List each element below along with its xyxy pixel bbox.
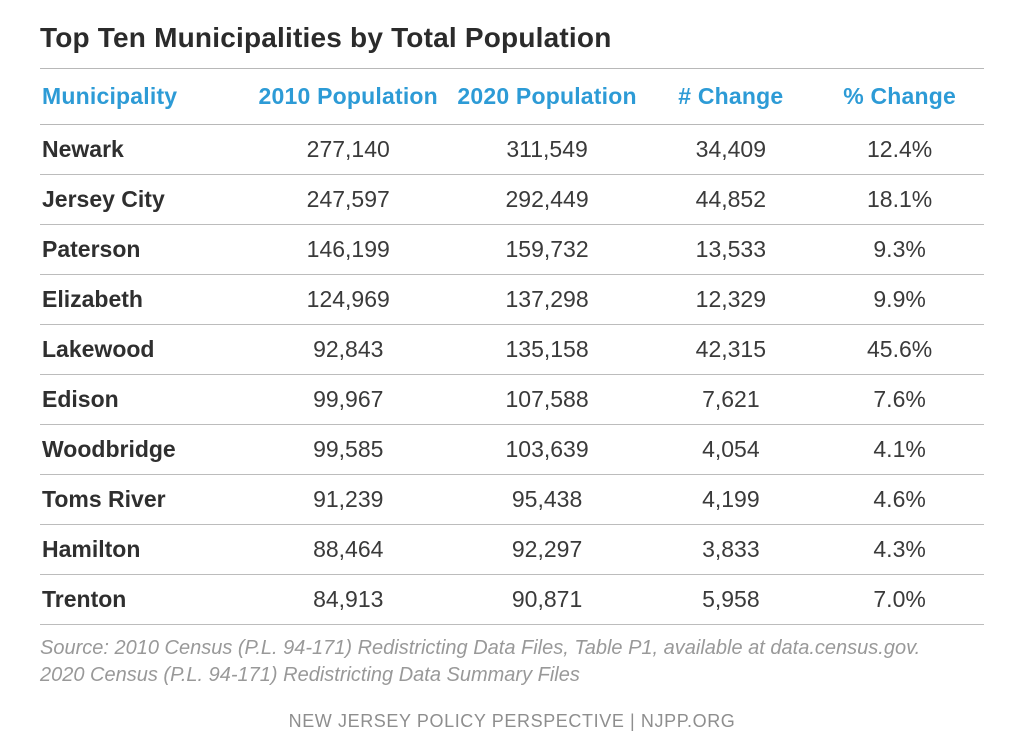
cell-name: Jersey City: [40, 175, 249, 225]
cell-change: 3,833: [646, 525, 815, 575]
cell-change: 4,054: [646, 425, 815, 475]
table-row: Lakewood92,843135,15842,31545.6%: [40, 325, 984, 375]
cell-p2020: 103,639: [448, 425, 647, 475]
cell-p2020: 95,438: [448, 475, 647, 525]
cell-pct: 45.6%: [815, 325, 984, 375]
cell-name: Paterson: [40, 225, 249, 275]
population-table: Municipality 2010 Population 2020 Popula…: [40, 68, 984, 625]
cell-p2010: 99,585: [249, 425, 448, 475]
cell-p2020: 137,298: [448, 275, 647, 325]
cell-change: 7,621: [646, 375, 815, 425]
table-header-row: Municipality 2010 Population 2020 Popula…: [40, 69, 984, 125]
source-line-1: Source: 2010 Census (P.L. 94-171) Redist…: [40, 637, 920, 659]
col-header-municipality: Municipality: [40, 69, 249, 125]
cell-p2010: 91,239: [249, 475, 448, 525]
page-title: Top Ten Municipalities by Total Populati…: [40, 22, 984, 54]
table-row: Newark277,140311,54934,40912.4%: [40, 125, 984, 175]
cell-name: Trenton: [40, 575, 249, 625]
cell-p2010: 88,464: [249, 525, 448, 575]
col-header-2010: 2010 Population: [249, 69, 448, 125]
cell-p2010: 92,843: [249, 325, 448, 375]
cell-pct: 4.3%: [815, 525, 984, 575]
cell-name: Elizabeth: [40, 275, 249, 325]
table-row: Woodbridge99,585103,6394,0544.1%: [40, 425, 984, 475]
cell-p2020: 311,549: [448, 125, 647, 175]
cell-change: 13,533: [646, 225, 815, 275]
cell-p2020: 135,158: [448, 325, 647, 375]
cell-name: Woodbridge: [40, 425, 249, 475]
cell-pct: 4.6%: [815, 475, 984, 525]
cell-pct: 4.1%: [815, 425, 984, 475]
cell-p2020: 107,588: [448, 375, 647, 425]
cell-p2010: 124,969: [249, 275, 448, 325]
cell-name: Newark: [40, 125, 249, 175]
cell-p2010: 146,199: [249, 225, 448, 275]
table-row: Toms River91,23995,4384,1994.6%: [40, 475, 984, 525]
cell-p2020: 92,297: [448, 525, 647, 575]
cell-change: 42,315: [646, 325, 815, 375]
cell-pct: 7.6%: [815, 375, 984, 425]
col-header-change: # Change: [646, 69, 815, 125]
cell-p2020: 159,732: [448, 225, 647, 275]
table-row: Elizabeth124,969137,29812,3299.9%: [40, 275, 984, 325]
footer-attribution: NEW JERSEY POLICY PERSPECTIVE | NJPP.ORG: [40, 711, 984, 732]
cell-change: 12,329: [646, 275, 815, 325]
cell-p2020: 292,449: [448, 175, 647, 225]
cell-name: Lakewood: [40, 325, 249, 375]
cell-change: 44,852: [646, 175, 815, 225]
cell-pct: 18.1%: [815, 175, 984, 225]
source-note: Source: 2010 Census (P.L. 94-171) Redist…: [40, 635, 984, 689]
cell-pct: 12.4%: [815, 125, 984, 175]
table-row: Hamilton88,46492,2973,8334.3%: [40, 525, 984, 575]
cell-pct: 7.0%: [815, 575, 984, 625]
cell-p2010: 99,967: [249, 375, 448, 425]
cell-pct: 9.9%: [815, 275, 984, 325]
table-row: Trenton84,91390,8715,9587.0%: [40, 575, 984, 625]
cell-change: 34,409: [646, 125, 815, 175]
cell-p2010: 84,913: [249, 575, 448, 625]
table-row: Paterson146,199159,73213,5339.3%: [40, 225, 984, 275]
cell-change: 5,958: [646, 575, 815, 625]
table-row: Edison99,967107,5887,6217.6%: [40, 375, 984, 425]
cell-pct: 9.3%: [815, 225, 984, 275]
cell-name: Toms River: [40, 475, 249, 525]
source-line-2: 2020 Census (P.L. 94-171) Redistricting …: [40, 664, 580, 686]
col-header-pct: % Change: [815, 69, 984, 125]
table-row: Jersey City247,597292,44944,85218.1%: [40, 175, 984, 225]
cell-name: Edison: [40, 375, 249, 425]
cell-p2010: 277,140: [249, 125, 448, 175]
cell-p2020: 90,871: [448, 575, 647, 625]
cell-name: Hamilton: [40, 525, 249, 575]
col-header-2020: 2020 Population: [448, 69, 647, 125]
cell-p2010: 247,597: [249, 175, 448, 225]
cell-change: 4,199: [646, 475, 815, 525]
